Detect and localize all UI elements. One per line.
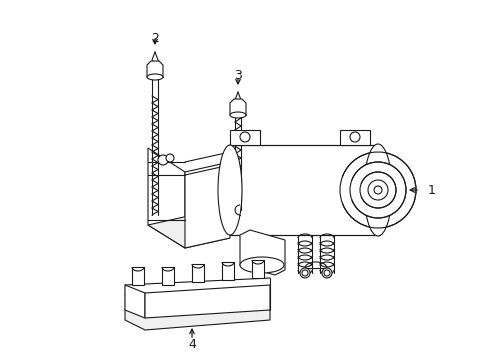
Text: 3: 3 <box>234 68 242 81</box>
Polygon shape <box>148 215 229 248</box>
Circle shape <box>339 152 415 228</box>
Circle shape <box>349 162 405 218</box>
Circle shape <box>299 268 309 278</box>
Polygon shape <box>184 162 229 248</box>
Polygon shape <box>251 260 264 278</box>
Polygon shape <box>240 230 285 275</box>
Polygon shape <box>125 300 269 330</box>
Circle shape <box>367 180 387 200</box>
Circle shape <box>302 270 307 276</box>
Polygon shape <box>222 262 234 280</box>
Circle shape <box>324 270 329 276</box>
Polygon shape <box>192 264 203 282</box>
Ellipse shape <box>240 257 284 273</box>
Ellipse shape <box>218 145 242 235</box>
Text: 4: 4 <box>188 338 196 351</box>
Circle shape <box>165 154 174 162</box>
Polygon shape <box>132 267 143 285</box>
Ellipse shape <box>229 112 245 118</box>
Ellipse shape <box>147 74 163 80</box>
Polygon shape <box>147 61 163 77</box>
Polygon shape <box>162 267 174 285</box>
Polygon shape <box>145 285 269 318</box>
Circle shape <box>359 172 395 208</box>
Ellipse shape <box>363 144 391 236</box>
Circle shape <box>158 155 168 165</box>
Polygon shape <box>148 148 184 248</box>
Polygon shape <box>229 130 260 145</box>
Circle shape <box>373 186 381 194</box>
Circle shape <box>240 132 249 142</box>
Polygon shape <box>339 130 369 145</box>
Polygon shape <box>229 99 245 115</box>
Circle shape <box>349 132 359 142</box>
Polygon shape <box>125 285 145 318</box>
Text: 2: 2 <box>151 32 159 45</box>
Text: 1: 1 <box>427 184 435 197</box>
Circle shape <box>321 268 331 278</box>
